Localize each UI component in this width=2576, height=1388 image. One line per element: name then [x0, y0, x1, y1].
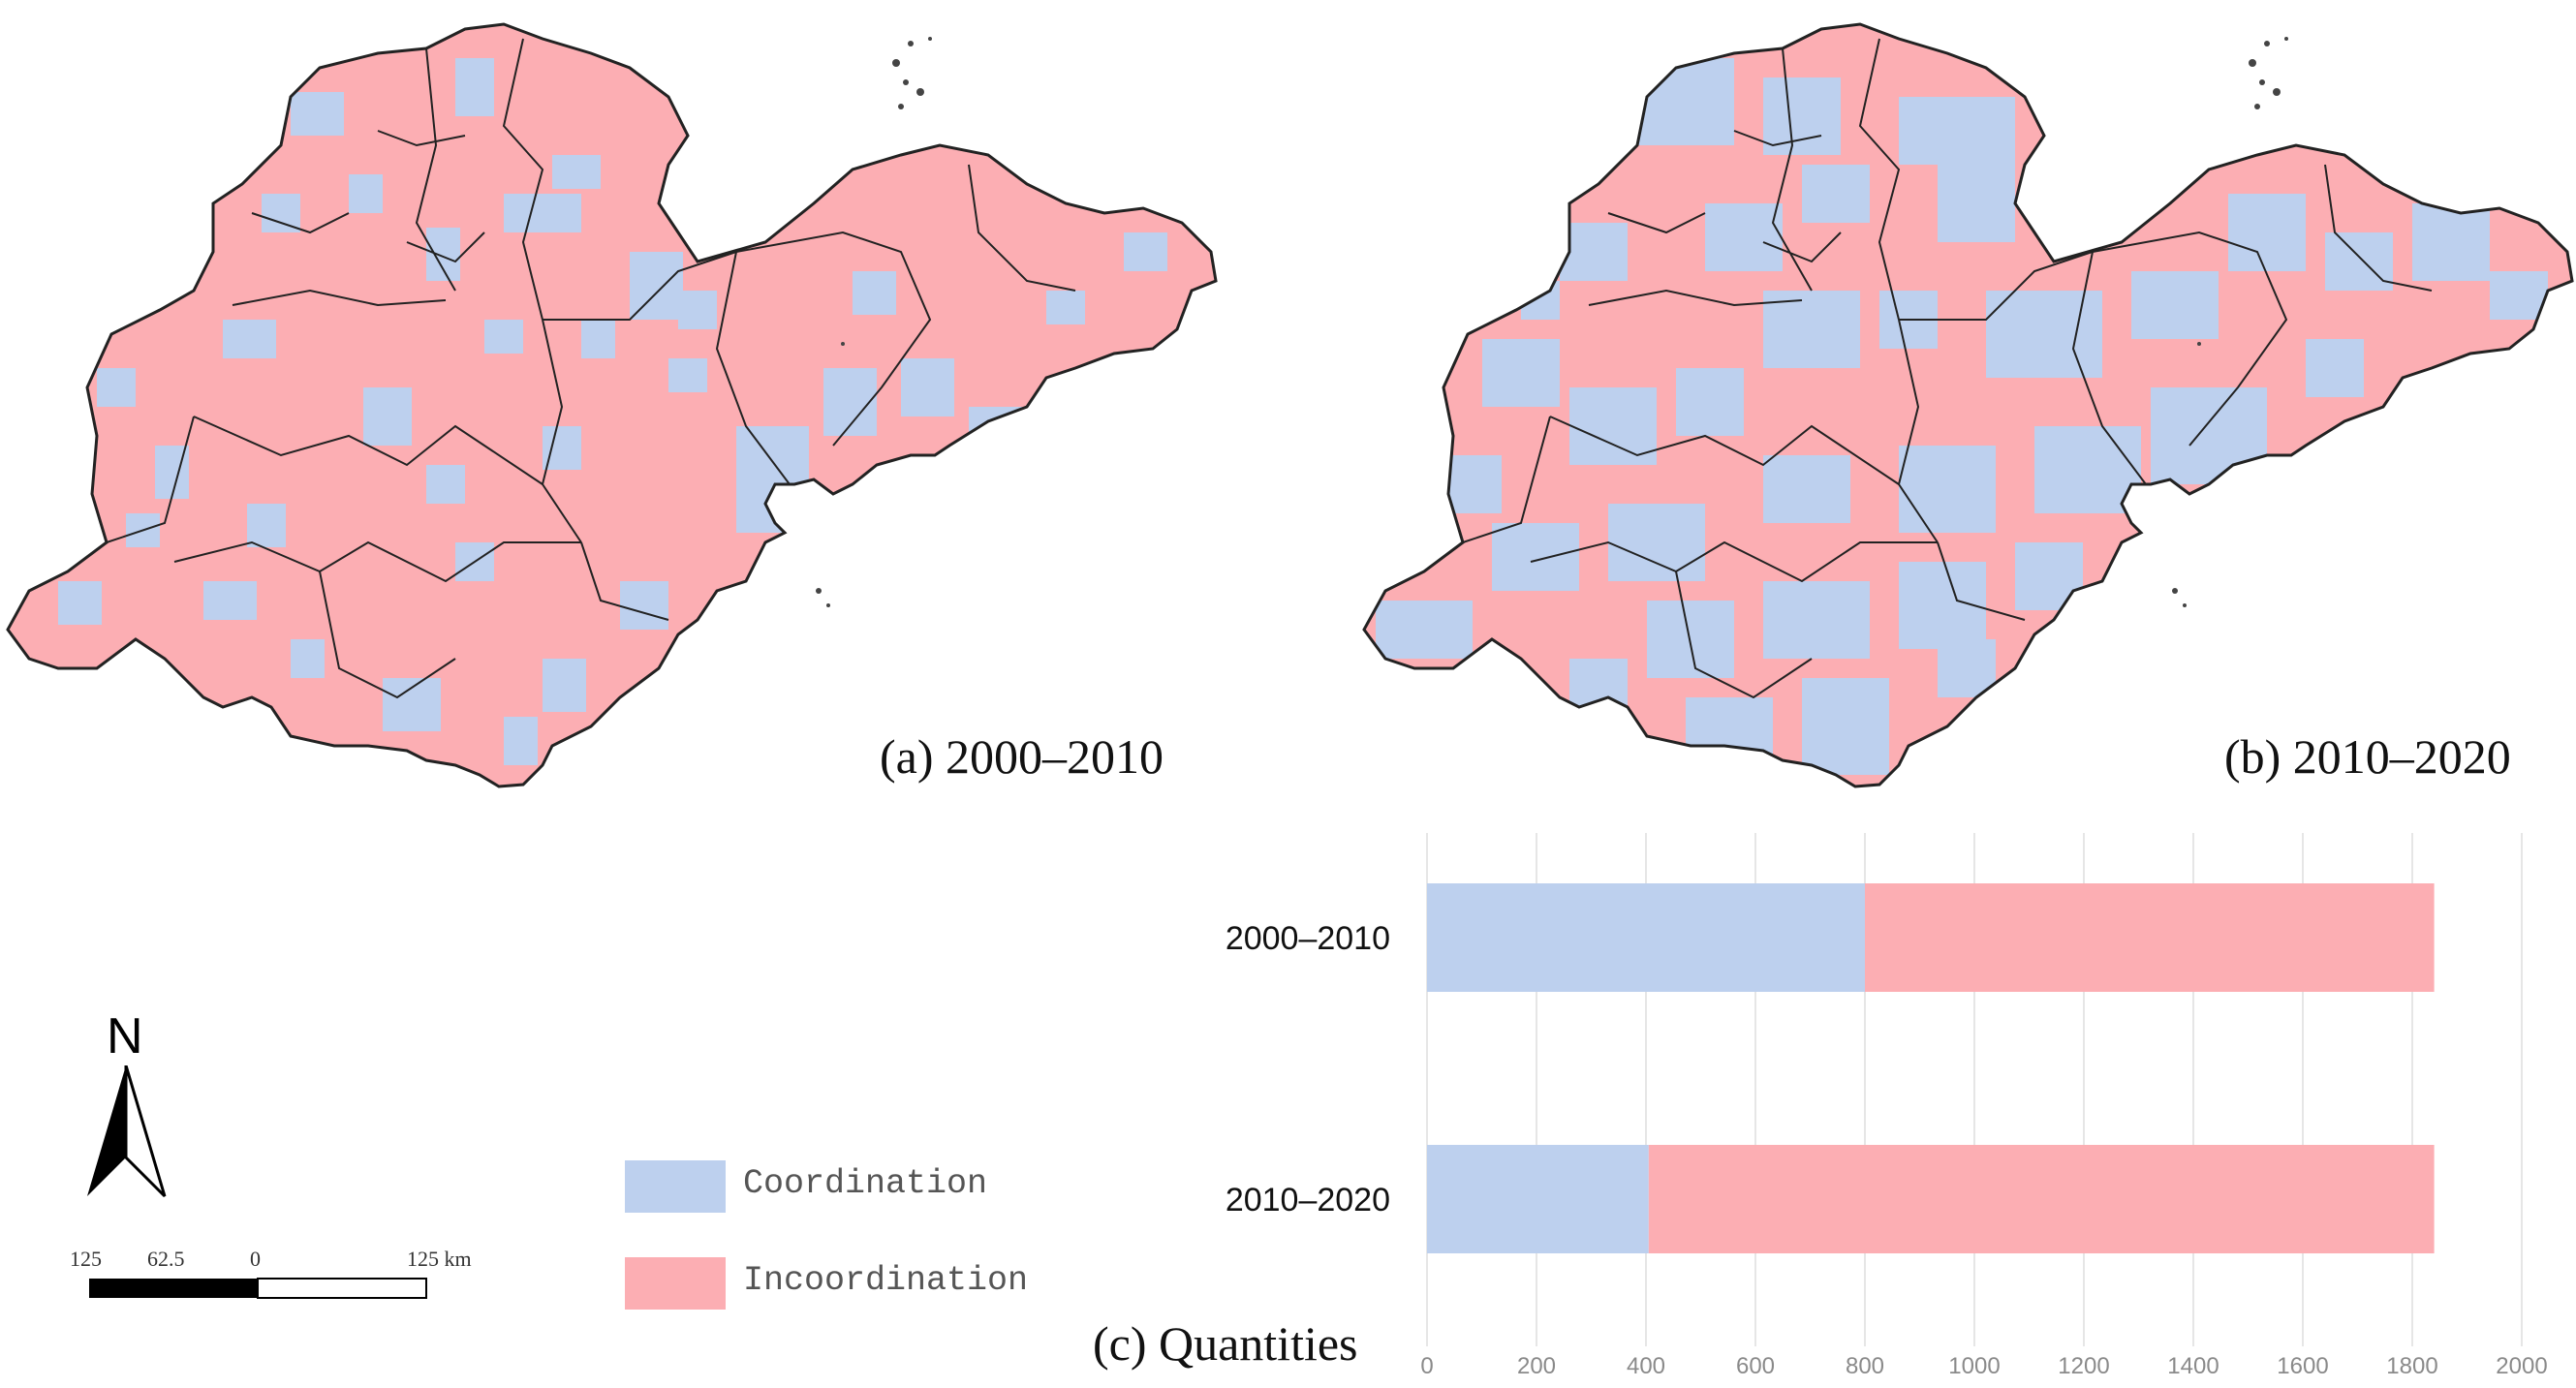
x-tick-label-1400: 1400 — [2167, 1353, 2219, 1379]
bar-incoordination-1 — [1648, 1145, 2435, 1253]
map-a — [6, 22, 1218, 788]
x-tick-label-2000: 2000 — [2496, 1353, 2547, 1379]
scale-bar-white-segment — [257, 1278, 427, 1299]
region-incoordination — [8, 24, 1216, 787]
scale-bar-black-segment — [89, 1279, 258, 1298]
x-tick-label-1600: 1600 — [2277, 1353, 2328, 1379]
x-tick-label-0: 0 — [1420, 1353, 1433, 1379]
north-arrow-icon — [87, 1065, 167, 1198]
legend-label-incoordination: Incoordination — [743, 1261, 1029, 1300]
x-tick-label-1000: 1000 — [1948, 1353, 2000, 1379]
category-label-0: 2000–2010 — [1226, 920, 1390, 957]
map-b — [1362, 22, 2574, 788]
coordination-patches-b — [1376, 58, 2548, 775]
islands-b — [2172, 37, 2288, 607]
coordination-patches-a — [58, 58, 1167, 765]
quantities-bar-chart: 0 200 400 600 800 1000 1200 1400 1600 1800 2000 200… — [1226, 833, 2548, 1379]
x-tick-label-600: 600 — [1736, 1353, 1775, 1379]
x-tick-label-1200: 1200 — [2058, 1353, 2109, 1379]
islands-a — [816, 37, 932, 607]
map-b-caption: (b) 2010–2020 — [2224, 729, 2511, 784]
x-tick-label-1800: 1800 — [2386, 1353, 2437, 1379]
prefecture-boundaries-a — [106, 38, 1076, 699]
bar-incoordination-0 — [1865, 883, 2435, 992]
legend-swatch-incoordination — [625, 1257, 726, 1310]
scale-bar: 125 62.5 0 125 km — [70, 1247, 472, 1299]
bar-coordination-1 — [1427, 1145, 1649, 1253]
x-tick-label-200: 200 — [1517, 1353, 1556, 1379]
legend-swatch-coordination — [625, 1160, 726, 1213]
north-label: N — [107, 1008, 143, 1064]
scale-label-62-5: 62.5 — [147, 1247, 185, 1271]
scale-label-125-km: 125 km — [407, 1247, 472, 1271]
scale-label-125-left: 125 — [70, 1247, 102, 1271]
x-tick-label-800: 800 — [1846, 1353, 1884, 1379]
prefecture-boundaries-b — [1462, 38, 2433, 699]
category-label-1: 2010–2020 — [1226, 1182, 1390, 1218]
map-a-caption: (a) 2000–2010 — [880, 729, 1164, 784]
chart-caption: (c) Quantities — [1093, 1316, 1358, 1371]
x-tick-label-400: 400 — [1627, 1353, 1665, 1379]
legend-label-coordination: Coordination — [743, 1164, 988, 1203]
scale-label-0: 0 — [250, 1247, 261, 1271]
bar-coordination-0 — [1427, 883, 1865, 992]
